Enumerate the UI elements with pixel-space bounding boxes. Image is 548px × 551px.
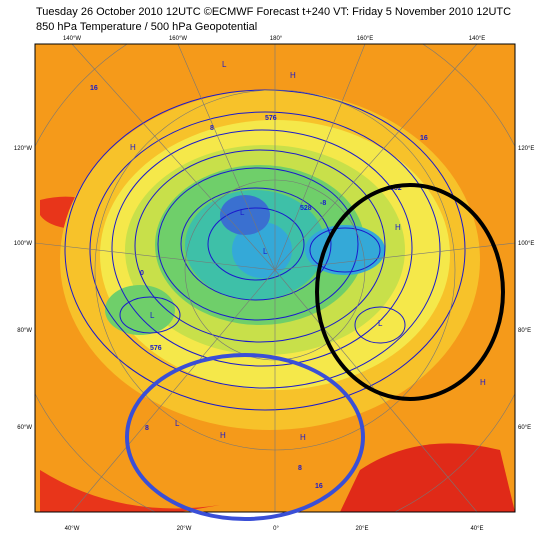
lon-label: 120°E [518,146,534,152]
pressure-label: H [130,143,136,152]
pressure-label: L [263,247,268,256]
contour-label: -8 [320,200,326,207]
contour-label: 0 [140,270,144,277]
lon-label: 140°W [63,36,81,42]
lon-label: 120°W [14,146,32,152]
contour-label: 16 [315,483,323,490]
map-frame [34,43,516,513]
highlight-circle [315,183,505,401]
lon-label: 140°E [469,36,485,42]
pressure-label: H [300,433,306,442]
lon-label: 100°E [518,241,534,247]
lon-label: 180° [270,36,283,42]
lon-label: 60°E [518,425,531,431]
highlight-circle [125,353,365,521]
contour-label: 8 [145,425,149,432]
map-field: 576 552 528 576 16 8 -8 0 8 16 16 8 L H … [35,44,515,512]
contour-label: 8 [210,125,214,132]
lon-label: 100°W [14,241,32,247]
pressure-label: L [150,311,155,320]
contour-label: 8 [298,465,302,472]
pressure-label: H [395,223,401,232]
lon-label: 80°W [17,328,32,334]
lon-label: 20°E [355,526,368,532]
lon-label: 60°W [17,425,32,431]
lon-label: 160°E [357,36,373,42]
lon-label: 40°W [65,526,80,532]
contour-label: 552 [390,185,402,192]
pressure-label: L [175,419,180,428]
lon-label: 160°W [169,36,187,42]
contour-label: 576 [265,115,277,122]
lon-label: 0° [273,526,279,532]
pressure-label: L [240,208,245,217]
contour-label: 528 [300,205,312,212]
pressure-label: L [222,60,227,69]
lon-label: 40°E [470,526,483,532]
pressure-label: H [220,431,226,440]
header-title: Tuesday 26 October 2010 12UTC ©ECMWF For… [36,6,511,18]
lon-label: 80°E [518,328,531,334]
header-subtitle: 850 hPa Temperature / 500 hPa Geopotenti… [36,21,257,33]
contour-label: 576 [150,345,162,352]
pressure-label: L [378,319,383,328]
pressure-label: H [290,71,296,80]
pressure-label: H [480,378,486,387]
contour-label: 16 [90,85,98,92]
lon-label: 20°W [177,526,192,532]
contour-label: 16 [420,135,428,142]
